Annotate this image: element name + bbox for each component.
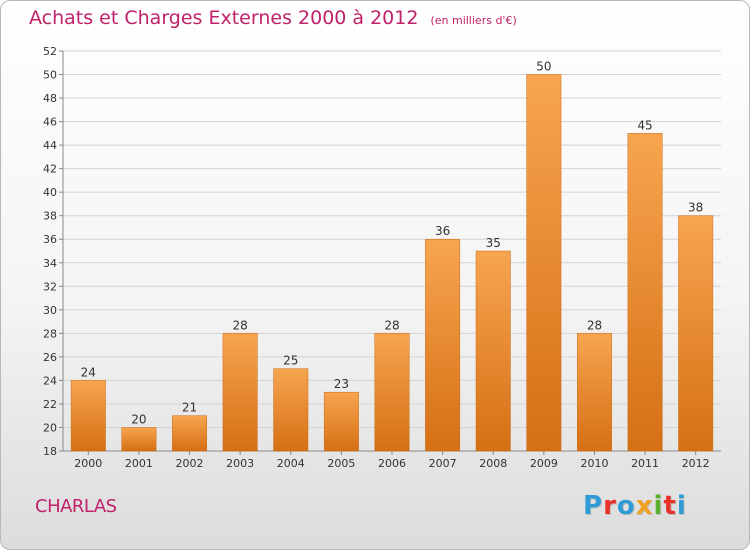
- bar-2003: [222, 333, 258, 452]
- y-tick-label: 30: [43, 304, 57, 317]
- data-label-2012: 38: [688, 201, 703, 215]
- data-label-2010: 28: [587, 318, 602, 332]
- data-label-2003: 28: [233, 318, 248, 332]
- x-tick-label-2004: 2004: [277, 457, 305, 470]
- y-tick-label: 50: [43, 69, 57, 82]
- chart-title-text: Achats et Charges Externes 2000 à 2012: [29, 7, 419, 29]
- y-tick-label: 46: [43, 116, 57, 129]
- logo-letter: t: [663, 491, 677, 521]
- y-tick-label: 44: [43, 139, 57, 152]
- data-label-2006: 28: [384, 318, 399, 332]
- y-tick-label: 38: [43, 210, 57, 223]
- bar-2001: [121, 427, 157, 452]
- data-label-2009: 50: [536, 60, 551, 74]
- bar-2006: [374, 333, 410, 452]
- x-tick-label-2002: 2002: [176, 457, 204, 470]
- y-tick-label: 48: [43, 92, 57, 105]
- bar-2000: [70, 380, 106, 452]
- y-tick-label: 18: [43, 445, 57, 458]
- data-label-2008: 35: [486, 236, 501, 250]
- chart-title: Achats et Charges Externes 2000 à 2012 (e…: [29, 7, 517, 29]
- logo-letter: o: [616, 491, 636, 521]
- y-tick-label: 22: [43, 398, 57, 411]
- x-tick-label-2011: 2011: [631, 457, 659, 470]
- data-label-2007: 36: [435, 224, 450, 238]
- data-label-2005: 23: [334, 377, 349, 391]
- bar-2009: [526, 74, 562, 452]
- bar-2005: [323, 391, 359, 452]
- bar-2012: [678, 215, 714, 452]
- bar-2007: [425, 238, 461, 452]
- y-tick-label: 34: [43, 257, 57, 270]
- y-tick-label: 24: [43, 374, 57, 387]
- logo-letter: r: [603, 491, 617, 521]
- bar-2004: [273, 368, 309, 452]
- chart-unit: (en milliers d'€): [430, 14, 517, 27]
- x-tick-label-2005: 2005: [327, 457, 355, 470]
- x-tick-label-2003: 2003: [226, 457, 254, 470]
- logo-letter: x: [635, 491, 654, 521]
- y-tick-label: 26: [43, 351, 57, 364]
- proxiti-logo: Proxiti: [583, 491, 687, 521]
- x-tick-label-2000: 2000: [74, 457, 102, 470]
- x-tick-label-2008: 2008: [479, 457, 507, 470]
- bar-2002: [172, 415, 207, 452]
- y-tick-label: 52: [43, 45, 57, 58]
- y-tick-label: 28: [43, 327, 57, 340]
- x-tick-label-2010: 2010: [580, 457, 608, 470]
- y-tick-label: 32: [43, 280, 57, 293]
- x-tick-label-2012: 2012: [682, 457, 710, 470]
- data-label-2000: 24: [81, 365, 96, 379]
- data-label-2011: 45: [637, 118, 652, 132]
- logo-letter: P: [583, 491, 604, 521]
- y-tick-label: 42: [43, 163, 57, 176]
- y-tick-label: 40: [43, 186, 57, 199]
- x-tick-label-2007: 2007: [429, 457, 457, 470]
- x-tick-label-2006: 2006: [378, 457, 406, 470]
- data-label-2002: 21: [182, 401, 197, 415]
- logo-letter: i: [653, 491, 664, 521]
- y-tick-label: 20: [43, 421, 57, 434]
- bar-2011: [627, 133, 663, 452]
- x-tick-label-2009: 2009: [530, 457, 558, 470]
- commune-name: CHARLAS: [35, 496, 117, 517]
- data-label-2001: 20: [131, 412, 146, 426]
- logo-letter: i: [676, 491, 687, 521]
- x-tick-label-2001: 2001: [125, 457, 153, 470]
- y-tick-label: 36: [43, 233, 57, 246]
- bar-2010: [577, 333, 612, 452]
- bar-2008: [475, 250, 511, 452]
- data-label-2004: 25: [283, 354, 298, 368]
